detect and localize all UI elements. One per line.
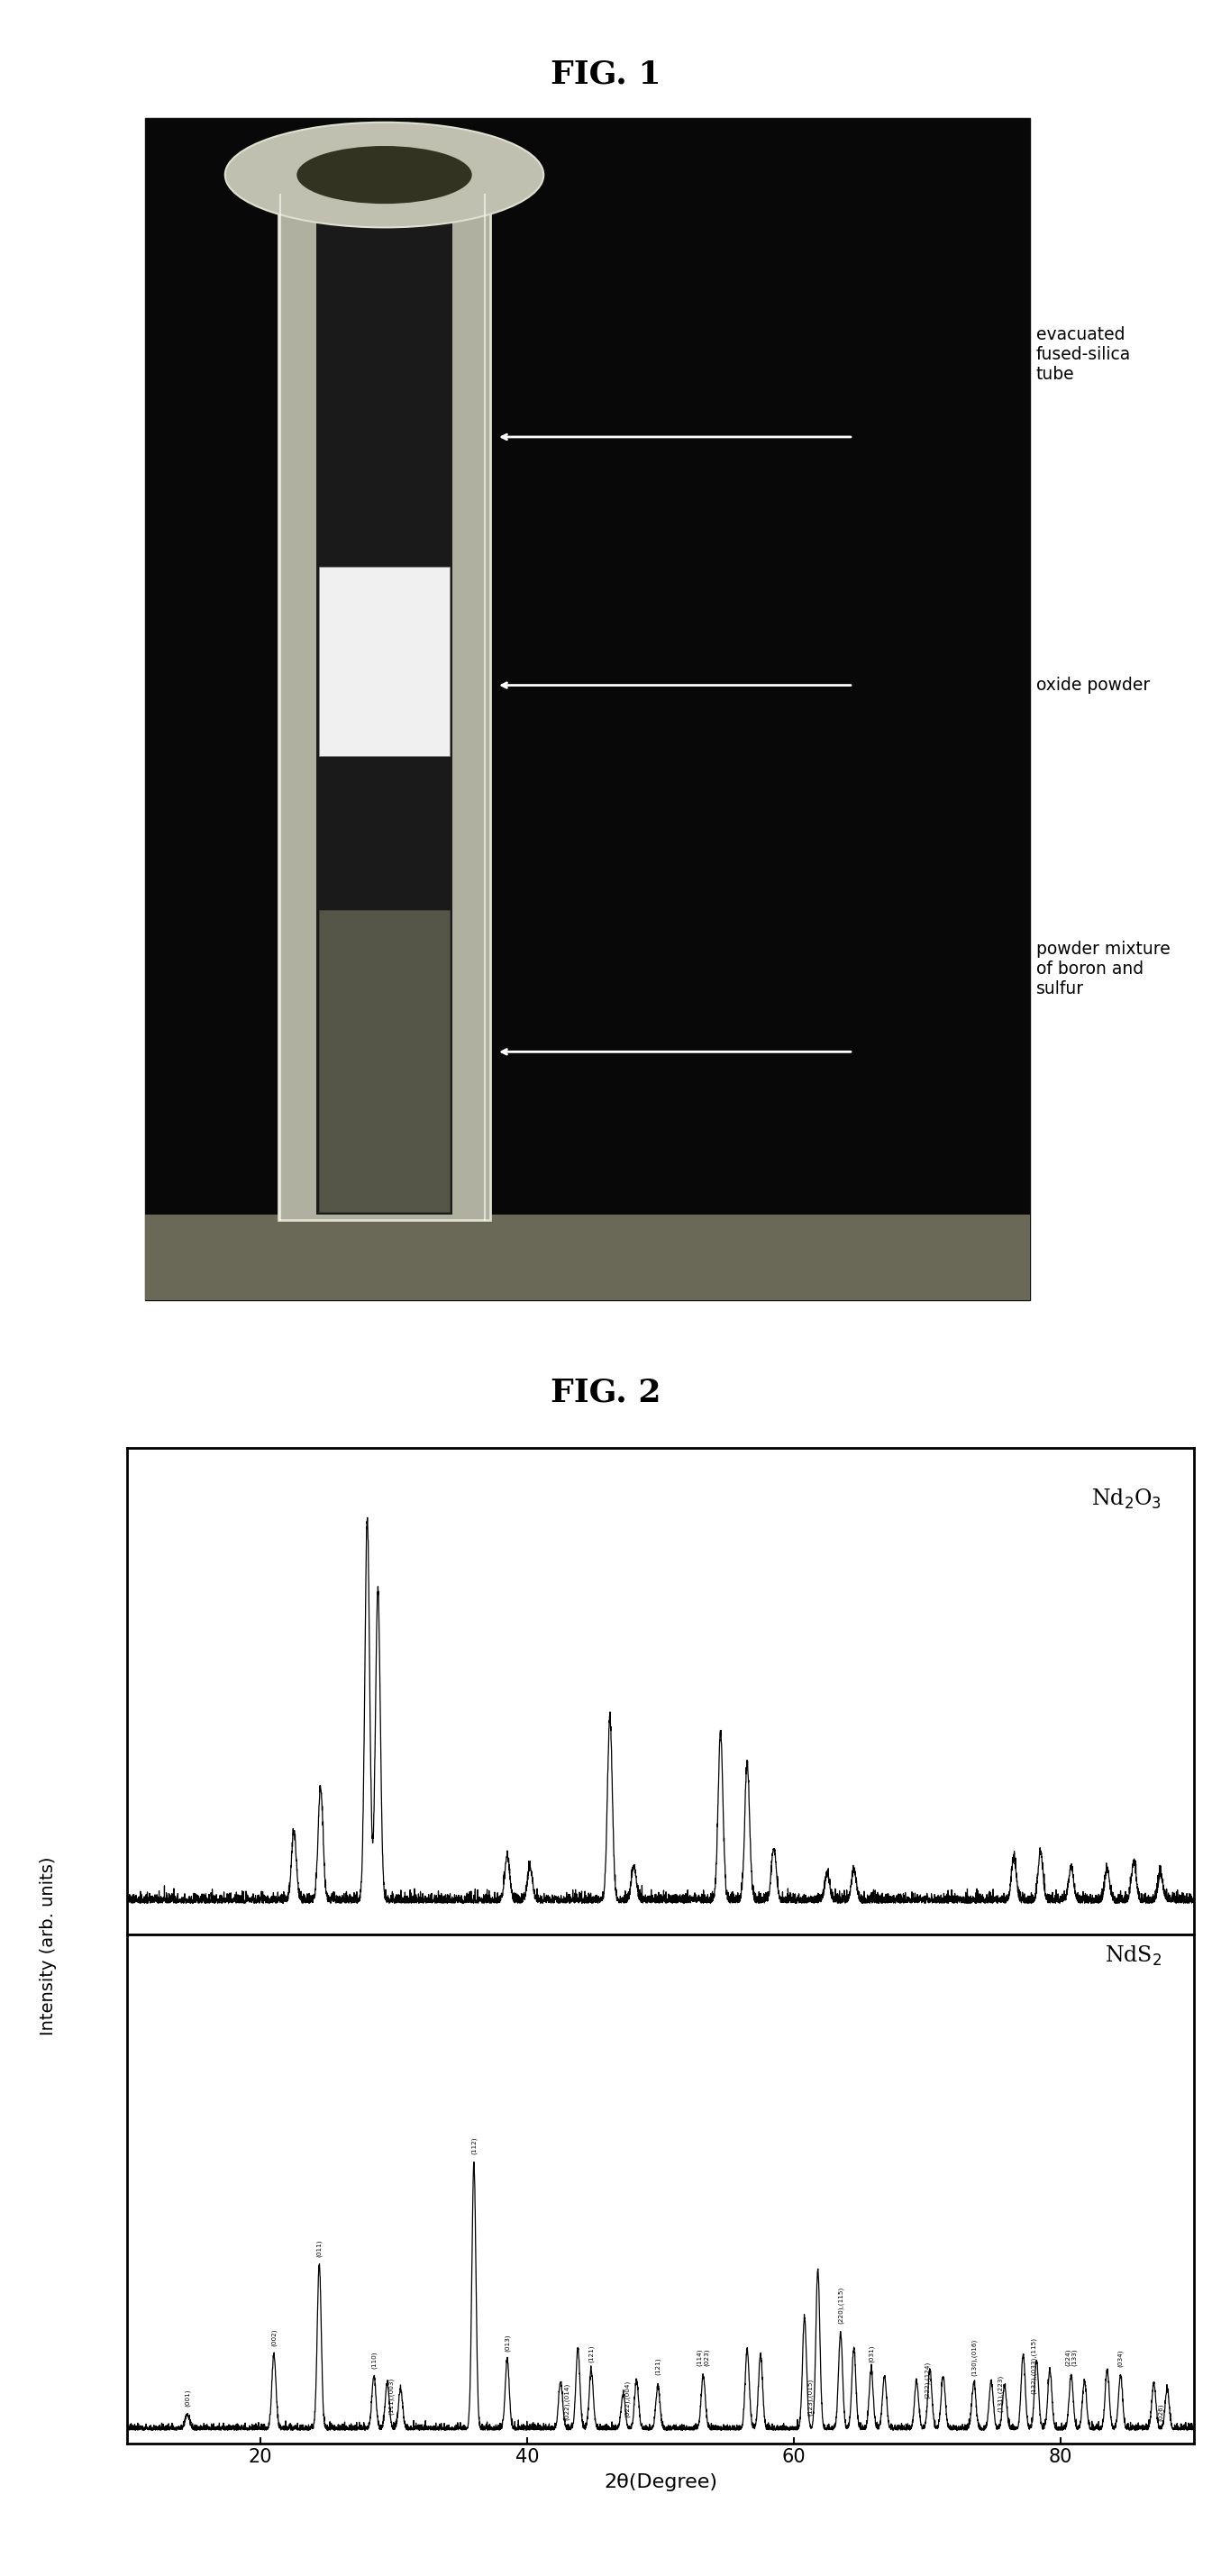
Text: NdS$_2$: NdS$_2$	[1105, 1945, 1162, 1968]
Text: FIG. 1: FIG. 1	[550, 59, 662, 90]
Text: Nd$_2$O$_3$: Nd$_2$O$_3$	[1092, 1486, 1162, 1510]
Text: (130),(016): (130),(016)	[971, 2339, 977, 2375]
Text: oxide powder: oxide powder	[1036, 677, 1150, 693]
Text: (132),(033),(115): (132),(033),(115)	[1031, 2336, 1036, 2393]
Text: Intensity (arb. units): Intensity (arb. units)	[40, 1857, 57, 2035]
Text: evacuated
fused-silica
tube: evacuated fused-silica tube	[1036, 325, 1131, 384]
Bar	[145, 1216, 1030, 1301]
Text: (002): (002)	[271, 2329, 276, 2347]
Text: (034): (034)	[1117, 2349, 1124, 2367]
Text: (013): (013)	[504, 2334, 510, 2352]
Text: (011): (011)	[316, 2239, 322, 2257]
Text: (123),(015): (123),(015)	[807, 2378, 813, 2416]
Text: (222),(124): (222),(124)	[925, 2362, 930, 2398]
Bar	[278, 196, 491, 1218]
Ellipse shape	[225, 121, 544, 227]
Text: (121): (121)	[588, 2344, 594, 2362]
Text: (220),(115): (220),(115)	[837, 2287, 844, 2324]
Text: (001): (001)	[184, 2388, 190, 2406]
Text: (114)
(023): (114) (023)	[697, 2349, 709, 2367]
Bar	[316, 196, 452, 1213]
Text: (112): (112)	[471, 2136, 476, 2154]
Text: (026): (026)	[1157, 2403, 1164, 2421]
Text: (022),(014): (022),(014)	[565, 2383, 570, 2421]
Text: powder mixture
of boron and
sulfur: powder mixture of boron and sulfur	[1036, 940, 1171, 997]
Bar	[319, 909, 450, 1211]
Text: (111),(003): (111),(003)	[388, 2378, 394, 2414]
Ellipse shape	[297, 147, 471, 204]
Text: (224)
(133): (224) (133)	[1065, 2349, 1077, 2367]
Text: (022),(004): (022),(004)	[624, 2380, 630, 2416]
Text: (031): (031)	[868, 2344, 874, 2362]
Text: (110): (110)	[371, 2352, 377, 2367]
Text: FIG. 2: FIG. 2	[550, 1378, 662, 1406]
Bar	[145, 118, 1030, 1301]
X-axis label: 2θ(Degree): 2θ(Degree)	[604, 2473, 718, 2491]
Text: (121): (121)	[654, 2357, 661, 2375]
Text: (131),(223): (131),(223)	[997, 2375, 1004, 2411]
Bar	[319, 567, 450, 757]
